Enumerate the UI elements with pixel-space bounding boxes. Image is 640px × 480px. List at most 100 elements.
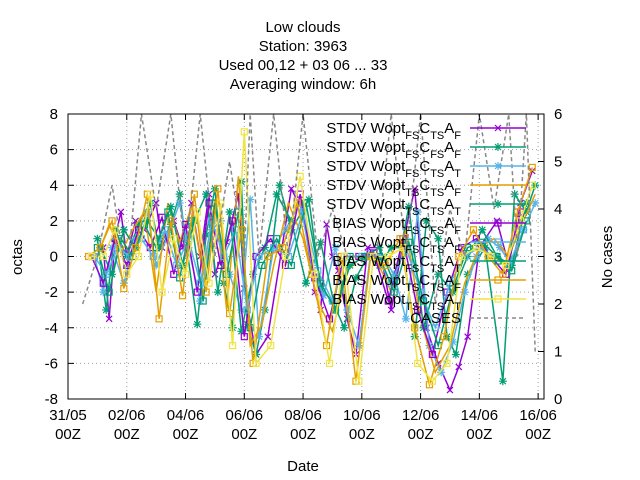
- data-point-star: [254, 332, 263, 341]
- x-tick-label-line: 00Z: [349, 426, 375, 443]
- legend-label-part: TS: [430, 282, 444, 294]
- legend-label-part: BIAS Wopt: [332, 215, 406, 232]
- data-point-x: [211, 270, 219, 278]
- data-point-square: [458, 252, 466, 261]
- legend-label: BIAS WoptFSCTSAT: [332, 253, 461, 275]
- legend-label-part: A: [444, 139, 454, 156]
- data-point-square: [384, 252, 392, 261]
- data-point-square: [390, 288, 398, 296]
- legend-label-part: A: [444, 177, 454, 194]
- y-tick-label: 2: [50, 213, 58, 230]
- legend-label-part: FS: [430, 149, 444, 161]
- data-point-x: [494, 124, 502, 132]
- data-point-star: [422, 216, 431, 225]
- legend-label-part: F: [454, 225, 461, 237]
- data-point-star: [93, 234, 102, 243]
- data-point-square: [325, 359, 334, 367]
- legend-entry-9: BIAS WoptTSCTSAT: [332, 291, 526, 313]
- legend-label-part: F: [454, 149, 461, 161]
- data-point-square: [302, 199, 310, 207]
- data-point-square: [190, 190, 198, 198]
- data-point-square: [494, 238, 502, 246]
- data-point-x: [264, 333, 272, 341]
- legend-label-part: C: [419, 291, 430, 308]
- x-tick-label-line: 00Z: [408, 426, 434, 443]
- legend-label-part: C: [419, 139, 430, 156]
- legend-entry-4: STDV WoptTSCTSAT: [326, 196, 526, 218]
- data-point-square: [120, 284, 128, 293]
- chart-title-line-2: Station: 3963: [259, 38, 347, 55]
- x-tick-label-line: 02/06: [108, 407, 146, 424]
- legend-label: BIAS WoptTSCTSAF: [332, 272, 461, 294]
- data-point-square: [381, 261, 389, 270]
- data-point-star: [246, 195, 255, 204]
- data-point-square: [258, 261, 266, 270]
- data-point-square: [513, 208, 522, 216]
- data-point-square: [405, 238, 413, 246]
- data-point-star: [302, 279, 310, 288]
- legend-label-part: A: [444, 215, 454, 232]
- data-point-star: [510, 190, 519, 199]
- data-point-square: [472, 243, 481, 252]
- legend-label-part: TS: [430, 244, 444, 256]
- data-point-star: [340, 323, 349, 332]
- y-axis-label: octas: [9, 239, 26, 275]
- data-point-square: [131, 243, 140, 252]
- legend-label-part: STDV Wopt: [326, 139, 406, 156]
- legend-label-part: TS: [405, 206, 419, 218]
- data-point-star: [413, 207, 422, 216]
- chart-title-line-4: Averaging window: 6h: [230, 76, 376, 93]
- legend-label-part: T: [454, 263, 461, 275]
- data-point-star: [401, 314, 410, 323]
- x-tick-label-line: 31/05: [49, 407, 87, 424]
- data-point-star: [108, 270, 117, 279]
- legend-label-part: F: [454, 244, 461, 256]
- data-point-square: [178, 292, 187, 300]
- data-point-square: [494, 295, 502, 303]
- x-tick-label-line: 00Z: [114, 426, 140, 443]
- x-tick-label-line: 10/06: [343, 407, 381, 424]
- legend-label-part: A: [444, 272, 454, 289]
- data-point-x: [455, 363, 463, 371]
- legend-label: STDV WoptFSCTSAT: [326, 158, 461, 180]
- data-point-square: [193, 208, 201, 216]
- legend-label-part: C: [419, 177, 430, 194]
- series-line: [88, 167, 533, 388]
- legend-label-part: A: [444, 234, 454, 251]
- x-tick-label: 12/06 00Z: [402, 407, 440, 443]
- data-point-square: [499, 270, 507, 278]
- legend-entry-5: BIAS WoptFSCFSAF: [332, 215, 526, 237]
- legend-label-part: STDV Wopt: [326, 158, 406, 175]
- data-point-star: [494, 162, 502, 170]
- y2-tick-label: 1: [554, 344, 562, 361]
- data-point-star: [434, 234, 443, 243]
- data-point-star: [331, 243, 340, 252]
- data-point-square: [146, 190, 154, 198]
- data-point-square: [317, 279, 325, 287]
- data-point-square: [494, 219, 502, 227]
- data-point-star: [193, 320, 202, 329]
- data-point-star: [351, 273, 360, 282]
- data-point-square: [252, 359, 260, 367]
- data-point-square: [414, 359, 422, 367]
- data-point-square: [96, 243, 104, 252]
- data-point-star: [152, 261, 161, 270]
- legend-label-part: F: [454, 282, 461, 294]
- data-point-square: [158, 213, 166, 221]
- data-point-square: [296, 172, 304, 180]
- data-point-x: [287, 185, 295, 193]
- y-tick-label: 0: [50, 249, 58, 266]
- series-line: [91, 131, 533, 383]
- data-point-square: [528, 163, 536, 172]
- x-tick-label: 04/06 00Z: [167, 407, 205, 443]
- data-point-x: [152, 199, 160, 207]
- data-point-star: [146, 199, 155, 208]
- x-tick-label-line: 00Z: [231, 426, 257, 443]
- x-tick-label-line: 04/06: [167, 407, 205, 424]
- data-point-square: [228, 341, 237, 350]
- chart-title-line-1: Low clouds: [265, 19, 340, 36]
- data-point-star: [163, 231, 172, 240]
- data-point-square: [228, 217, 237, 225]
- legend-label-part: C: [419, 120, 430, 137]
- series-line: [96, 176, 536, 375]
